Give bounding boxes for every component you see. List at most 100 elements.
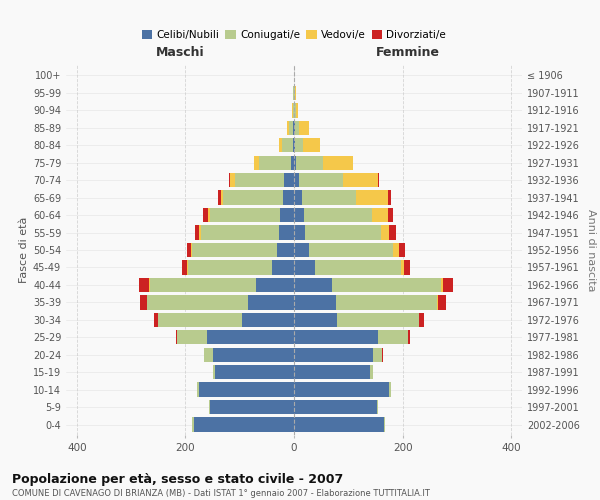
Bar: [210, 400, 294, 414]
Bar: [356, 190, 388, 205]
Bar: [289, 120, 293, 135]
Bar: [282, 138, 293, 152]
Bar: [193, 418, 194, 432]
Bar: [401, 260, 404, 274]
Bar: [443, 278, 453, 292]
Bar: [210, 208, 280, 222]
Bar: [388, 190, 391, 205]
Bar: [323, 156, 353, 170]
Bar: [187, 260, 188, 274]
Bar: [218, 190, 221, 205]
Bar: [294, 348, 373, 362]
Bar: [294, 243, 309, 257]
Bar: [176, 330, 177, 344]
Text: Popolazione per età, sesso e stato civile - 2007: Popolazione per età, sesso e stato civil…: [12, 472, 343, 486]
Bar: [272, 260, 294, 274]
Bar: [188, 260, 272, 274]
Bar: [302, 190, 356, 205]
Bar: [404, 260, 410, 274]
Bar: [337, 312, 419, 327]
Bar: [381, 226, 389, 239]
Bar: [187, 243, 191, 257]
Bar: [158, 312, 242, 327]
Bar: [370, 365, 373, 380]
Bar: [294, 173, 299, 188]
Legend: Celibi/Nubili, Coniugati/e, Vedovi/e, Divorziati/e: Celibi/Nubili, Coniugati/e, Vedovi/e, Di…: [137, 26, 451, 44]
Bar: [280, 226, 294, 239]
Bar: [208, 208, 210, 222]
Bar: [259, 156, 291, 170]
Bar: [191, 243, 193, 257]
Bar: [207, 330, 294, 344]
Bar: [371, 208, 388, 222]
Bar: [419, 312, 424, 327]
Bar: [438, 295, 446, 310]
Text: Femmine: Femmine: [376, 46, 440, 59]
Bar: [230, 173, 235, 188]
Bar: [194, 226, 199, 239]
Bar: [215, 365, 294, 380]
Y-axis label: Fasce di età: Fasce di età: [19, 217, 29, 283]
Bar: [197, 382, 199, 397]
Bar: [277, 243, 294, 257]
Bar: [148, 295, 248, 310]
Bar: [254, 156, 259, 170]
Bar: [199, 382, 294, 397]
Bar: [248, 295, 294, 310]
Bar: [294, 312, 337, 327]
Bar: [296, 103, 298, 118]
Bar: [194, 418, 294, 432]
Bar: [295, 120, 299, 135]
Bar: [284, 173, 294, 188]
Bar: [280, 208, 294, 222]
Bar: [203, 208, 208, 222]
Bar: [221, 190, 223, 205]
Bar: [394, 243, 399, 257]
Bar: [150, 278, 256, 292]
Bar: [399, 243, 405, 257]
Bar: [373, 348, 382, 362]
Y-axis label: Anni di nascita: Anni di nascita: [586, 209, 596, 291]
Bar: [293, 103, 294, 118]
Bar: [177, 330, 207, 344]
Bar: [212, 365, 215, 380]
Bar: [299, 173, 343, 188]
Bar: [388, 208, 394, 222]
Bar: [140, 295, 147, 310]
Bar: [389, 382, 391, 397]
Bar: [295, 86, 296, 100]
Bar: [294, 400, 377, 414]
Bar: [294, 260, 314, 274]
Bar: [242, 312, 294, 327]
Bar: [212, 348, 294, 362]
Bar: [337, 295, 437, 310]
Bar: [309, 243, 394, 257]
Bar: [291, 156, 294, 170]
Bar: [283, 190, 294, 205]
Bar: [332, 278, 440, 292]
Bar: [205, 348, 212, 362]
Bar: [378, 173, 379, 188]
Bar: [229, 173, 230, 188]
Bar: [440, 278, 443, 292]
Bar: [200, 226, 280, 239]
Bar: [294, 418, 383, 432]
Bar: [182, 260, 187, 274]
Bar: [304, 208, 371, 222]
Bar: [280, 138, 282, 152]
Bar: [294, 103, 296, 118]
Bar: [294, 190, 302, 205]
Bar: [149, 278, 150, 292]
Bar: [383, 418, 385, 432]
Text: Maschi: Maschi: [155, 46, 205, 59]
Bar: [193, 243, 277, 257]
Bar: [223, 190, 283, 205]
Bar: [199, 226, 200, 239]
Bar: [408, 330, 410, 344]
Bar: [294, 138, 295, 152]
Bar: [378, 330, 408, 344]
Text: COMUNE DI CAVENAGO DI BRIANZA (MB) - Dati ISTAT 1° gennaio 2007 - Elaborazione T: COMUNE DI CAVENAGO DI BRIANZA (MB) - Dat…: [12, 489, 430, 498]
Bar: [154, 312, 158, 327]
Bar: [303, 138, 320, 152]
Bar: [294, 382, 389, 397]
